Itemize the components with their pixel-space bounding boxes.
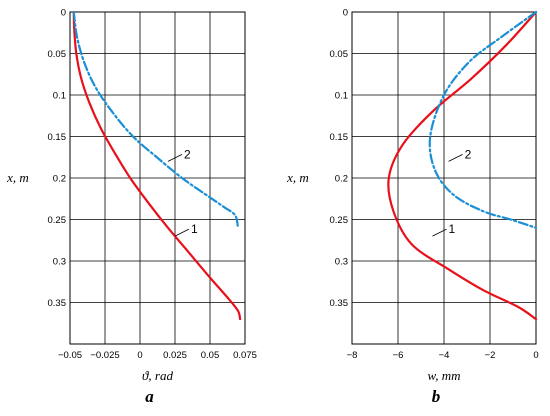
series-label-1: 1 — [191, 222, 198, 236]
x-axis-label: ϑ, rad — [142, 368, 173, 383]
x-tick-label: 0.075 — [233, 350, 257, 361]
y-tick-label: 0.35 — [330, 298, 349, 309]
y-tick-label: 0 — [61, 8, 66, 19]
plot-frame — [69, 11, 246, 345]
x-tick-label: −4 — [439, 350, 450, 361]
panel-label: a — [145, 387, 154, 406]
x-tick-label: −8 — [347, 350, 358, 361]
series-line-2 — [428, 10, 538, 229]
y-tick-label: 0.1 — [53, 91, 66, 102]
series-leader-2 — [448, 154, 463, 162]
panel-label: b — [432, 387, 441, 406]
x-tick-label: −0.025 — [90, 350, 119, 361]
plot-frame — [351, 11, 537, 345]
x-tick-label: 0.025 — [163, 350, 187, 361]
series-leader-2 — [167, 154, 183, 162]
x-tick-label: 0.05 — [201, 350, 220, 361]
y-tick-label: 0 — [343, 8, 348, 19]
y-tick-label: 0.3 — [53, 257, 66, 268]
series-label-1: 1 — [449, 222, 456, 236]
y-tick-label: 0.25 — [330, 215, 349, 226]
series-line-1 — [72, 10, 242, 321]
y-axis-label: x, m — [6, 170, 29, 185]
y-axis-label: x, m — [286, 170, 309, 185]
x-tick-label: 0 — [533, 350, 538, 361]
y-tick-label: 0.25 — [48, 215, 67, 226]
y-tick-label: 0.2 — [335, 174, 348, 185]
y-tick-label: 0.1 — [335, 91, 348, 102]
x-tick-label: −6 — [393, 350, 404, 361]
series-leader-1 — [432, 228, 447, 237]
series-line-2 — [72, 10, 240, 229]
panel-b: −8 −6 −4 −2 0 0 0.05 0.1 0.15 0.2 0.25 0.3 0.35 1 2 w, … — [286, 8, 538, 407]
y-tick-label: 0.3 — [335, 257, 348, 268]
x-tick-label: −2 — [485, 350, 496, 361]
x-tick-label: −0.05 — [58, 350, 82, 361]
y-tick-label: 0.05 — [48, 49, 67, 60]
panel-a: −0.05 −0.025 0 0.025 0.05 0.075 0 0.05 0.1 0.15 0.… — [6, 8, 257, 407]
y-tick-label: 0.15 — [330, 132, 349, 143]
y-tick-label: 0.05 — [330, 49, 349, 60]
y-tick-label: 0.2 — [53, 174, 66, 185]
x-axis-label: w, mm — [428, 368, 461, 383]
series-label-2: 2 — [465, 147, 472, 161]
series-label-2: 2 — [184, 147, 191, 161]
y-tick-label: 0.15 — [48, 132, 67, 143]
series-line-1 — [387, 10, 538, 321]
y-tick-label: 0.35 — [48, 298, 67, 309]
series-leader-1 — [174, 228, 190, 237]
x-tick-label: 0 — [137, 350, 142, 361]
